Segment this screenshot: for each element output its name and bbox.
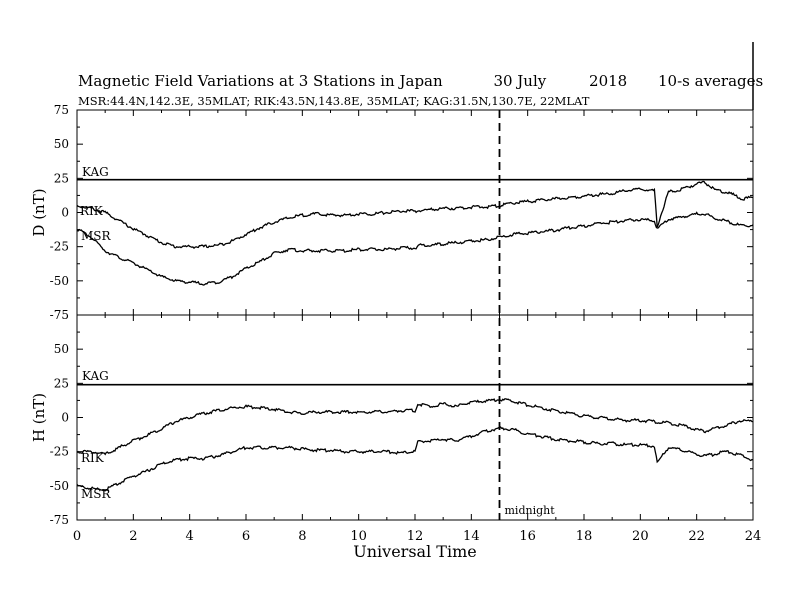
y-axis-label: H (nT) xyxy=(30,393,48,442)
y-tick-label: 75 xyxy=(54,103,69,117)
y-tick-label: 50 xyxy=(54,137,69,151)
y-tick-label: -25 xyxy=(50,240,69,254)
y-tick-label: -50 xyxy=(50,479,69,493)
series-line-msr xyxy=(76,211,754,286)
x-axis-label: Universal Time xyxy=(353,542,476,561)
x-tick-label: 16 xyxy=(519,529,536,544)
chart-title: Magnetic Field Variations at 3 Stations … xyxy=(78,72,763,90)
y-tick-label: -75 xyxy=(50,513,69,527)
station-label-kag: KAG xyxy=(82,369,109,383)
chart-title-text: Magnetic Field Variations at 3 Stations … xyxy=(78,72,443,90)
y-tick-label: 0 xyxy=(61,411,69,425)
series-line-rik xyxy=(76,180,754,249)
x-tick-label: 20 xyxy=(632,529,649,544)
y-tick-label: 50 xyxy=(54,342,69,356)
station-label-msr: MSR xyxy=(81,487,112,501)
y-tick-label: -25 xyxy=(50,445,69,459)
station-label-msr: MSR xyxy=(81,229,112,243)
y-tick-label: -50 xyxy=(50,274,69,288)
station-label-rik: RIK xyxy=(81,451,105,465)
station-label-kag: KAG xyxy=(82,165,109,179)
y-tick-label: 0 xyxy=(61,206,69,220)
y-tick-label: 25 xyxy=(54,376,69,390)
station-label-rik: RIK xyxy=(80,204,104,218)
x-tick-label: 18 xyxy=(576,529,593,544)
x-tick-label: 22 xyxy=(688,529,705,544)
series-line-msr xyxy=(76,426,754,492)
x-tick-label: 14 xyxy=(463,529,480,544)
x-tick-label: 4 xyxy=(186,529,194,544)
midnight-label: midnight xyxy=(505,504,556,517)
series-line-rik xyxy=(76,398,754,456)
x-tick-label: 2 xyxy=(129,529,137,544)
x-tick-label: 12 xyxy=(407,529,424,544)
x-tick-label: 6 xyxy=(242,529,250,544)
x-tick-label: 10 xyxy=(350,529,367,544)
x-tick-label: 0 xyxy=(73,529,81,544)
y-axis-label: D (nT) xyxy=(30,188,48,236)
chart-date: 30 July xyxy=(493,72,547,90)
y-tick-label: -75 xyxy=(50,308,69,322)
y-tick-label: 25 xyxy=(54,171,69,185)
x-tick-label: 24 xyxy=(745,529,762,544)
chart-year: 2018 xyxy=(589,72,628,90)
x-tick-label: 8 xyxy=(298,529,306,544)
chart-averaging: 10-s averages xyxy=(658,72,764,90)
stations-line: MSR:44.4N,142.3E, 35MLAT; RIK:43.5N,143.… xyxy=(78,94,590,108)
